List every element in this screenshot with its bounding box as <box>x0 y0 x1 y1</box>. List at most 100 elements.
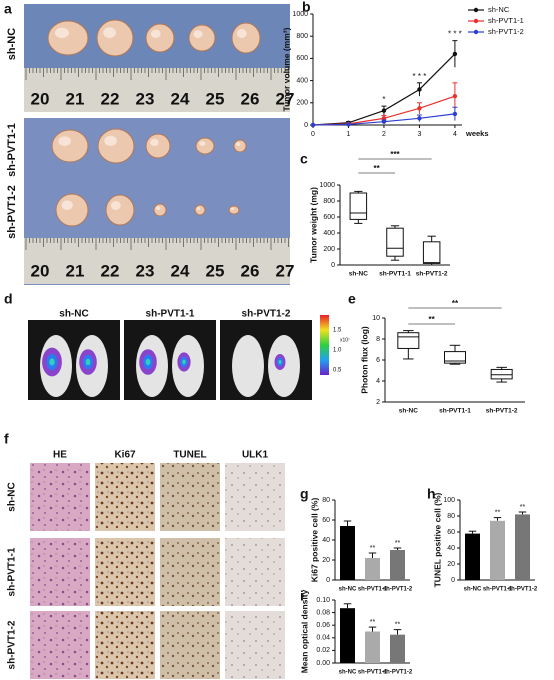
y-tick-label: 60 <box>322 517 330 524</box>
tumor <box>55 193 89 227</box>
bar <box>365 558 380 580</box>
bar <box>340 526 355 580</box>
marker <box>417 116 422 121</box>
ruler-number: 23 <box>136 261 155 280</box>
row-label: sh-NC <box>7 482 18 511</box>
significance: ** <box>395 540 401 547</box>
ruler-number: 20 <box>31 89 50 108</box>
panel-letter: h <box>427 486 436 502</box>
colorbar-tick: 0.5 <box>333 368 342 374</box>
ruler-number: 27 <box>276 89 295 108</box>
bar <box>340 608 355 663</box>
y-tick-label: 80 <box>447 513 455 520</box>
significance: ** <box>370 619 376 626</box>
ruler <box>24 68 290 112</box>
y-tick-label: 0 <box>451 577 455 584</box>
tumor <box>194 204 206 216</box>
marker <box>452 111 458 117</box>
x-tick-label: sh-PVT1-2 <box>508 587 538 593</box>
ruler-number: 24 <box>171 89 190 108</box>
ruler-number: 20 <box>31 261 50 280</box>
ruler-number: 25 <box>206 261 225 280</box>
box <box>444 351 466 364</box>
significance: * <box>382 95 385 104</box>
ruler-number: 21 <box>66 89 85 108</box>
row-label: sh-PVT1-2 <box>6 185 18 239</box>
tumor-highlight <box>230 207 235 210</box>
y-tick-label: 10 <box>372 315 380 322</box>
panel-letter: c <box>300 151 308 167</box>
y-tick-label: 20 <box>447 561 455 568</box>
panel-letter: d <box>4 291 13 307</box>
y-tick-label: 400 <box>296 77 308 84</box>
x-tick-label: sh-NC <box>349 271 368 278</box>
x-tick-label: sh-NC <box>399 408 418 415</box>
x-tick-label: sh-PVT1-2 <box>416 271 448 278</box>
row-label: sh-PVT1-1 <box>6 123 18 177</box>
tumor <box>233 139 247 153</box>
y-axis-label: Photon flux (log) <box>359 326 369 394</box>
tumor <box>97 128 135 164</box>
significance: ** <box>429 315 436 324</box>
y-tick-label: 6 <box>376 357 380 364</box>
ihc-image <box>225 463 285 531</box>
column-header: Ki67 <box>114 450 136 461</box>
row-label: sh-PVT1-2 <box>7 620 18 669</box>
row-label: sh-PVT1-1 <box>7 547 18 596</box>
tumor-highlight <box>236 142 241 146</box>
x-tick-label: 1 <box>347 131 351 138</box>
y-tick-label: 40 <box>322 537 330 544</box>
column-header: ULK1 <box>242 450 269 461</box>
legend-label: sh-NC <box>488 5 510 14</box>
legend-label: sh-PVT1-2 <box>488 27 524 36</box>
ruler-number: 25 <box>206 89 225 108</box>
x-tick-label: sh-PVT1-1 <box>439 408 471 415</box>
tumor <box>105 194 135 226</box>
x-tick-label: sh-PVT1-2 <box>383 670 413 676</box>
ihc-image <box>225 538 285 606</box>
ihc-image <box>95 538 155 606</box>
significance: ** <box>395 621 401 628</box>
marker <box>381 119 387 124</box>
legend-label: sh-PVT1-1 <box>488 16 524 25</box>
x-tick-label: sh-PVT1-1 <box>379 271 411 278</box>
y-tick-label: 200 <box>296 100 308 107</box>
tumor-highlight <box>156 206 161 210</box>
ihc-image <box>30 538 90 606</box>
ruler-number: 22 <box>101 261 120 280</box>
colorbar-tick: 1.5 <box>333 328 342 334</box>
tumor-highlight <box>236 29 247 38</box>
y-axis-label: Mean optical density <box>299 589 309 673</box>
y-tick-label: 100 <box>443 497 455 504</box>
signal <box>85 358 91 366</box>
box <box>397 332 420 349</box>
y-tick-label: 2 <box>376 399 380 406</box>
bar <box>465 533 480 580</box>
y-axis-label: Tumor weight (mg) <box>308 187 318 263</box>
significance: ** <box>374 164 381 173</box>
ruler-number: 27 <box>276 261 295 280</box>
group-label: sh-PVT1-2 <box>242 309 291 320</box>
significance: ** <box>495 509 501 516</box>
y-tick-label: 40 <box>447 545 455 552</box>
x-axis-label: weeks <box>465 129 489 138</box>
ihc-image <box>160 538 220 606</box>
bar <box>365 631 380 663</box>
y-tick-label: 800 <box>296 33 308 40</box>
tumor-highlight <box>61 200 73 210</box>
y-tick-label: 1000 <box>292 11 308 18</box>
tumor <box>51 129 89 163</box>
significance: ** <box>520 504 526 511</box>
x-tick-label: sh-PVT1-1 <box>483 587 513 593</box>
significance: * * * <box>448 30 462 39</box>
tumor <box>145 23 175 53</box>
y-tick-label: 4 <box>376 378 380 385</box>
y-tick-label: 0.00 <box>316 660 330 667</box>
tumor-highlight <box>199 141 206 147</box>
y-tick-label: 800 <box>323 198 335 205</box>
tumor-highlight <box>193 30 203 38</box>
bar <box>515 514 530 580</box>
signal <box>49 358 55 366</box>
x-tick-label: sh-PVT1-1 <box>358 670 388 676</box>
